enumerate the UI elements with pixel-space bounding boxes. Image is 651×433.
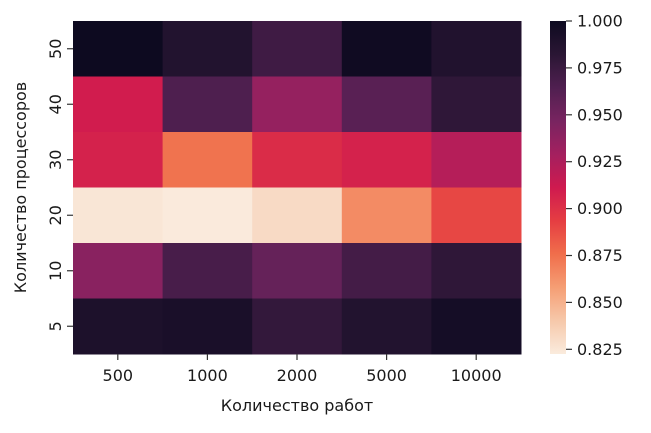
y-tick-label: 30 xyxy=(46,150,65,170)
heatmap-cell xyxy=(341,76,432,133)
heatmap-cell xyxy=(162,243,253,299)
heatmap-cell xyxy=(431,21,522,77)
x-tick-label: 5000 xyxy=(366,366,407,385)
heatmap-cell xyxy=(73,21,164,77)
colorbar-tick-label: 0.950 xyxy=(577,105,623,124)
heatmap-cell xyxy=(431,76,522,133)
x-axis-ticks: 500 1000 2000 5000 10000 xyxy=(103,354,502,385)
colorbar-tick-label: 0.875 xyxy=(577,246,623,265)
y-tick-label: 20 xyxy=(46,205,65,225)
heatmap-cell xyxy=(431,298,522,355)
heatmap-cells xyxy=(73,21,522,355)
heatmap-cell xyxy=(341,298,432,355)
heatmap-cell xyxy=(341,132,432,188)
heatmap-cell xyxy=(252,76,343,133)
colorbar-tick-label: 0.900 xyxy=(577,199,623,218)
heatmap-cell xyxy=(341,21,432,77)
heatmap-cell xyxy=(73,187,164,244)
heatmap-cell xyxy=(162,21,253,77)
heatmap-cell xyxy=(431,187,522,244)
y-axis-label: Количество процессоров xyxy=(11,82,30,293)
heatmap-cell xyxy=(162,76,253,133)
y-tick-label: 40 xyxy=(46,94,65,114)
colorbar-tick-label: 0.925 xyxy=(577,152,623,171)
x-tick-label: 1000 xyxy=(187,366,228,385)
colorbar-tick-label: 0.975 xyxy=(577,58,623,77)
heatmap-cell xyxy=(252,21,343,77)
heatmap-cell xyxy=(162,132,253,188)
heatmap-cell xyxy=(252,243,343,299)
heatmap-cell xyxy=(162,187,253,244)
colorbar-tick-label: 0.850 xyxy=(577,293,623,312)
colorbar xyxy=(550,21,566,354)
heatmap-cell xyxy=(252,187,343,244)
heatmap-cell xyxy=(252,132,343,188)
heatmap-cell xyxy=(73,76,164,133)
x-tick-label: 2000 xyxy=(277,366,318,385)
heatmap-cell xyxy=(341,243,432,299)
heatmap-cell xyxy=(73,132,164,188)
colorbar-tick-label: 0.825 xyxy=(577,340,623,359)
heatmap-cell xyxy=(73,243,164,299)
y-tick-label: 5 xyxy=(46,321,65,331)
y-tick-label: 50 xyxy=(46,39,65,59)
heatmap-cell xyxy=(431,132,522,188)
x-tick-label: 500 xyxy=(103,366,134,385)
heatmap-cell xyxy=(73,298,164,355)
x-axis-label: Количество работ xyxy=(221,396,373,415)
y-tick-label: 10 xyxy=(46,261,65,281)
y-axis-ticks: 50 40 30 20 10 5 xyxy=(46,39,73,331)
heatmap-cell xyxy=(252,298,343,355)
colorbar-tick-label: 1.000 xyxy=(577,12,623,31)
heatmap-cell xyxy=(431,243,522,299)
x-tick-label: 10000 xyxy=(451,366,502,385)
colorbar-ticks: 0.825 0.850 0.875 0.900 0.925 0.950 0.975 1.000 xyxy=(566,12,623,359)
heatmap-cell xyxy=(162,298,253,355)
heatmap-cell xyxy=(341,187,432,244)
